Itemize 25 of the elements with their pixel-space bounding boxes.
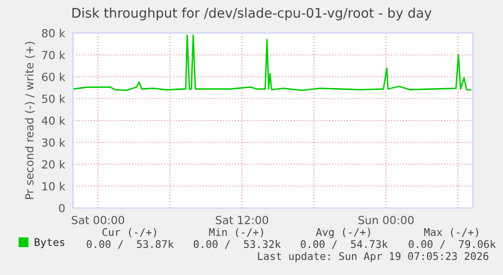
text: 0.00 / 79.06k: [408, 240, 496, 249]
x-tick-label: Sun 00:00: [358, 216, 414, 224]
text: Avg (-/+): [316, 228, 370, 238]
text: 0.00 / 53.32k: [194, 240, 281, 249]
line-series: [73, 34, 472, 92]
text: 0.00 / 54.73k: [300, 240, 388, 249]
y-tick-label: 50 k: [42, 94, 66, 104]
x-tick-label: Sat 12:00: [216, 216, 268, 224]
chart-title: Disk throughput for /dev/slade-cpu-01-vg/root - by day: [72, 8, 432, 20]
y-tick-label: 30 k: [42, 138, 66, 147]
text: Last update: Sun Apr 19 07:05:23 2026: [258, 252, 488, 262]
y-tick-label: 10 k: [42, 182, 66, 191]
text: Min (-/+): [209, 228, 264, 238]
y-tick-label: 0: [59, 204, 65, 212]
legend-label: Bytes: [34, 238, 64, 248]
y-tick-label: 40 k: [42, 116, 66, 125]
y-tick-label: 20 k: [42, 160, 66, 169]
x-tick-label: Sat 00:00: [72, 216, 124, 224]
text: Max (-/+): [424, 228, 478, 238]
y-tick-label: 70 k: [42, 50, 66, 60]
text: 0.00 / 53.87k: [86, 240, 174, 249]
y-tick-label: 80 k: [42, 28, 66, 38]
y-axis-title: Pr second read (-) / write (+): [24, 42, 35, 200]
y-tick-label: 60 k: [42, 72, 66, 82]
text: Cur (-/+): [102, 228, 156, 238]
